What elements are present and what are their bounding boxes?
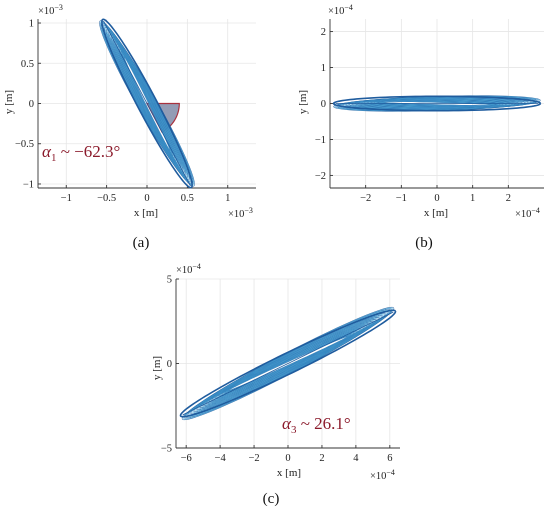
panel-a-x-tick-label: −0.5 [97,193,116,204]
panel-c-x-tick-label: 2 [319,453,324,464]
panel-c-x-tick-label: −6 [181,453,192,464]
panel-c-major-axis-line [182,311,394,416]
panel-c-x-exponent: ×10−4 [370,468,395,483]
panel-c-x-tick-label: −2 [248,453,259,464]
panel-a-y-tick-label: 0.5 [21,59,34,70]
panel-c-y-label: y [m] [151,356,163,380]
panel-b-y-tick-label: −2 [315,171,326,182]
panel-b-x-tick-label: −2 [360,193,371,204]
panel-c-y-tick-label: −5 [161,444,172,455]
panel-b-y-tick-label: −1 [315,135,326,146]
panel-b-x-tick-label: 0 [434,193,439,204]
panel-a-y-tick-label: −1 [23,179,34,190]
panel-a-y-label: y [m] [3,90,15,114]
panel-a: −1 −0.5 0 0.5 1 −1 −0.5 0 0.5 1 ×10−3 ×10−3 x [m]… [3,3,256,251]
panel-a-y-exponent: ×10−3 [38,3,63,18]
panel-c-x-tick-label: 0 [285,453,290,464]
panel-b-y-tick-label: 2 [321,27,326,38]
panel-c-angle-annotation: α3 ~ 26.1° [282,414,351,436]
panel-c-x-tick-label: 4 [353,453,359,464]
panel-c-trajectory-trace [181,306,395,421]
panel-a-x-label: x [m] [134,207,158,219]
panel-c-y-tick-label: 0 [167,359,172,370]
panel-a-angle-annotation: α1 ~ −62.3° [42,142,120,164]
panel-a-x-tick-label: 0.5 [181,193,194,204]
panel-a-trajectory-trace [99,20,195,187]
panel-b-x-tick-label: 1 [470,193,475,204]
panel-c-y-tick-label: 5 [167,275,172,286]
panel-b-x-label: x [m] [424,207,448,219]
panel-b-x-exponent: ×10−4 [515,206,540,221]
panel-a-major-axis-line [103,20,191,187]
panel-c-trajectory-envelope [179,309,397,418]
panel-b-x-tick-label: 2 [506,193,511,204]
panel-a-x-exponent: ×10−3 [228,206,253,221]
panel-b-x-tick-label: −1 [396,193,407,204]
panel-a-x-tick-label: 1 [225,193,230,204]
panel-b-y-exponent: ×10−4 [328,3,353,18]
panel-a-trajectory-envelope [101,18,193,189]
panel-c-x-tick-label: −4 [215,453,227,464]
panel-b-y-tick-label: 1 [321,63,326,74]
panel-a-x-tick-label: 0 [144,193,149,204]
panel-a-x-tick-label: −1 [61,193,72,204]
panel-a-y-tick-label: −0.5 [15,139,34,150]
panel-b-y-label: y [m] [297,90,309,114]
panel-b-label: (b) [415,235,433,251]
panel-a-y-tick-label: 1 [29,19,34,30]
panel-b-trajectory-trace [333,95,541,112]
panel-b-y-tick-label: 0 [321,99,326,110]
panel-c-x-tick-label: 6 [387,453,392,464]
panel-c: −6 −4 −2 0 2 4 6 −5 0 5 ×10−4 ×10−4 x [m] y [m] α… [151,262,400,507]
panel-b-trajectory-envelope [332,95,542,112]
panel-a-label: (a) [133,235,150,251]
panel-c-label: (c) [263,491,280,507]
panel-a-y-tick-label: 0 [29,99,34,110]
panel-c-x-label: x [m] [277,467,301,479]
panel-c-y-exponent: ×10−4 [176,262,201,277]
panel-b: −2 −1 0 1 2 −2 −1 0 1 2 ×10−4 ×10−4 x [m] y [m] (… [297,3,544,251]
